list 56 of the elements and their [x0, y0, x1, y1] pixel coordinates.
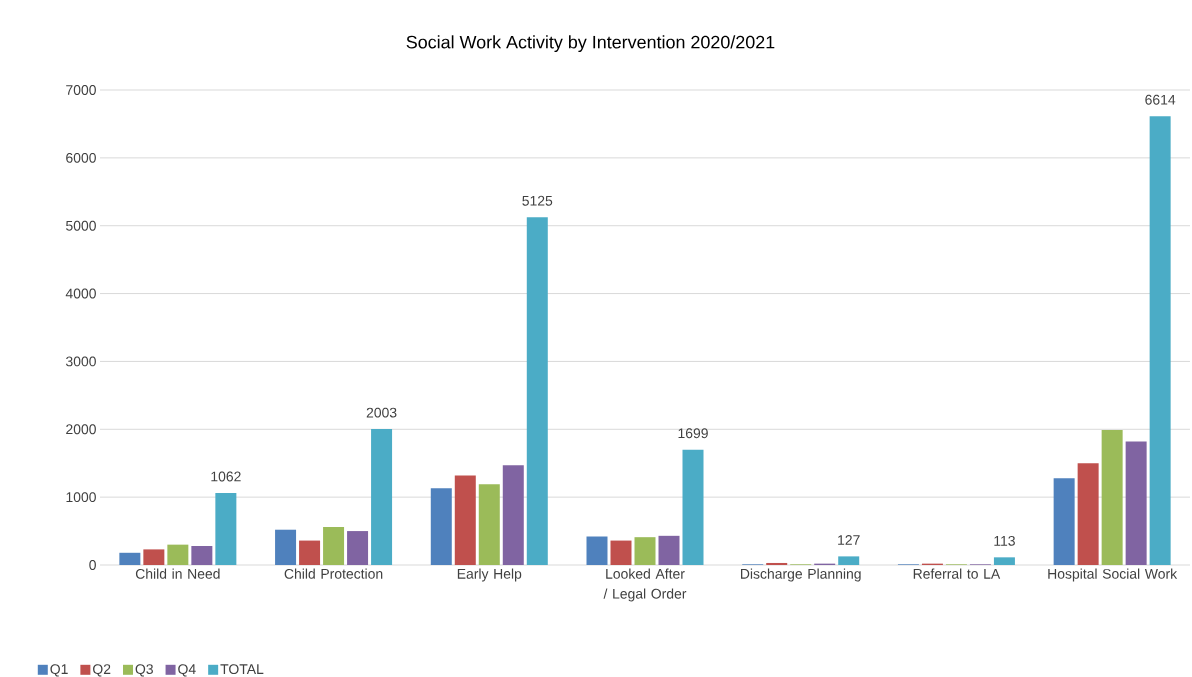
bar [1125, 441, 1147, 565]
y-tick-label: 3000 [65, 356, 96, 367]
bar [454, 475, 476, 565]
legend-label: Q3 [135, 664, 153, 677]
bar [323, 527, 345, 565]
bar [586, 536, 608, 565]
bar [634, 537, 656, 565]
x-tick-label: Discharge Planning [740, 568, 861, 582]
data-label: 5125 [522, 195, 553, 206]
bar [1077, 463, 1099, 565]
y-tick-label: 1000 [66, 492, 96, 503]
data-label: 1699 [678, 428, 708, 439]
y-tick-label: 0 [89, 560, 96, 570]
x-tick-label: Looked After / Legal Order [603, 568, 687, 602]
bar [347, 531, 369, 565]
bar [838, 556, 860, 565]
chart-title: Social Work Activity by Intervention 2020/2021 [406, 35, 775, 52]
bar [299, 540, 321, 565]
bar [275, 529, 297, 565]
bar [526, 217, 548, 565]
x-tick-label: Child in Need [135, 568, 220, 579]
data-label: 1062 [211, 471, 241, 482]
bar [993, 557, 1015, 565]
x-tick-label: Hospital Social Work [1048, 568, 1178, 582]
x-tick-label: Early Help [457, 568, 522, 582]
bar [215, 492, 237, 565]
bar [119, 552, 141, 565]
legend-label: TOTAL [220, 664, 264, 675]
legend-label: Q1 [50, 664, 68, 677]
bar [191, 546, 213, 565]
data-label: 127 [838, 535, 860, 545]
bar [502, 465, 524, 565]
y-tick-label: 6000 [66, 152, 96, 163]
legend-label: Q4 [178, 664, 196, 677]
x-tick-label: Referral to LA [913, 568, 1001, 579]
bar [610, 540, 632, 565]
y-tick-label: 7000 [66, 85, 96, 95]
bar [682, 449, 704, 565]
y-tick-label: 5000 [66, 220, 96, 231]
bar [1053, 478, 1075, 565]
y-tick-label: 2000 [66, 424, 96, 435]
bar [143, 549, 165, 565]
bar [371, 429, 393, 565]
bar [1149, 116, 1171, 565]
bar [478, 484, 500, 565]
bar [658, 535, 680, 565]
bar [167, 544, 189, 565]
legend-label: Q2 [93, 664, 111, 677]
data-label: 6614 [1145, 94, 1176, 105]
bar [430, 488, 452, 565]
x-tick-label: Child Protection [284, 568, 383, 579]
y-tick-label: 4000 [65, 288, 96, 299]
bar [1101, 429, 1123, 565]
data-label: 2003 [366, 407, 397, 418]
bar [766, 562, 788, 565]
data-label: 113 [994, 535, 1015, 546]
